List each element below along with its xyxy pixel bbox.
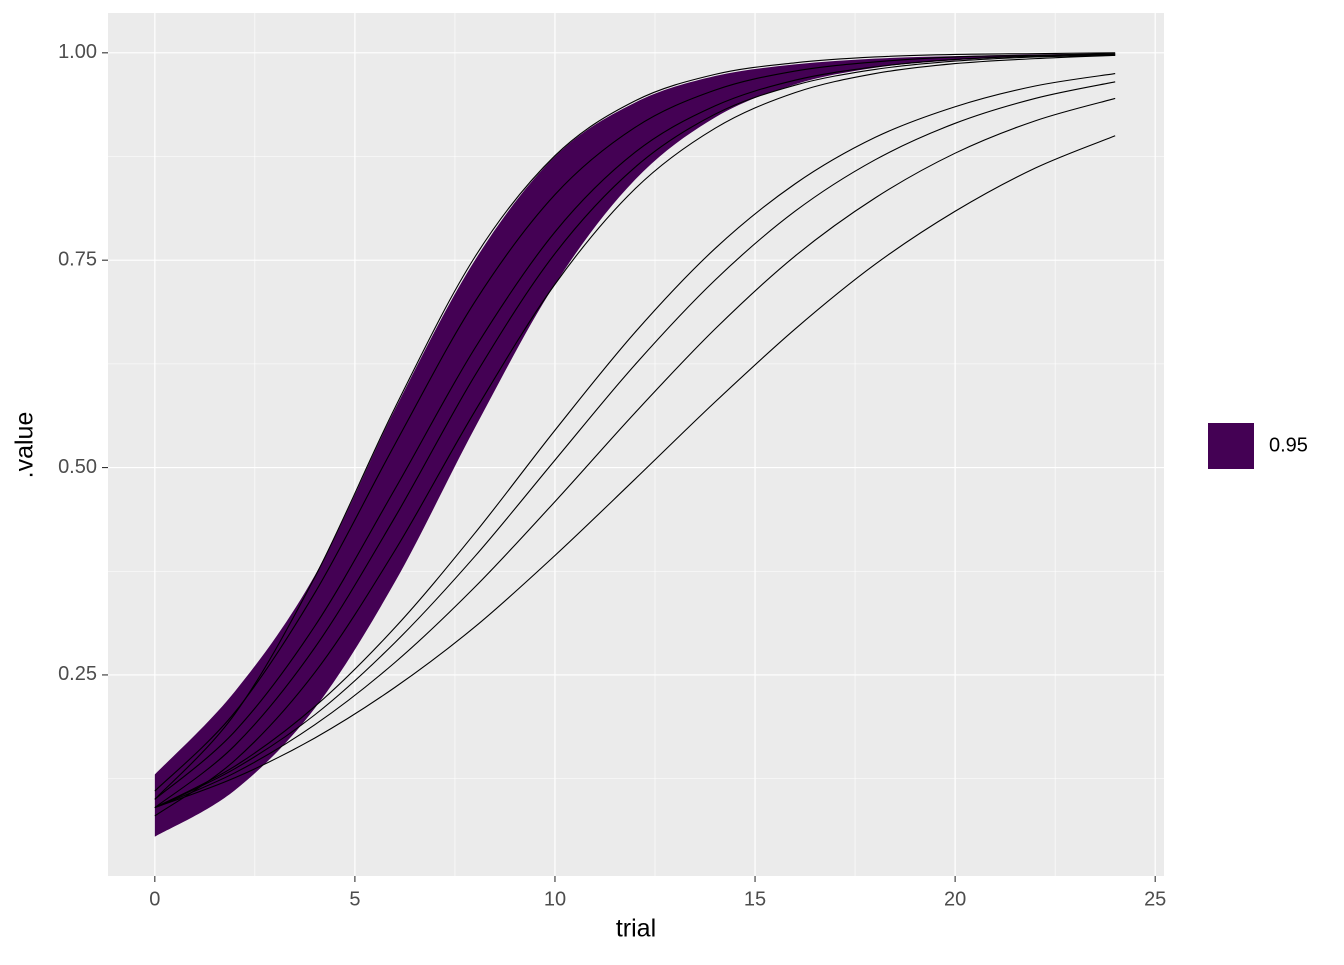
x-tick-label: 0 (149, 888, 160, 910)
x-tick-label: 25 (1144, 888, 1166, 910)
y-axis-title: .value (11, 412, 39, 479)
y-tick-label: 1.00 (58, 41, 97, 63)
x-tick-label: 5 (349, 888, 360, 910)
y-tick-label: 0.25 (58, 663, 97, 685)
x-tick-label: 10 (544, 888, 566, 910)
x-tick-label: 15 (744, 888, 766, 910)
x-axis-title: trial (616, 915, 656, 943)
y-tick-label: 0.75 (58, 248, 97, 270)
line (154, 73, 1116, 809)
line (154, 53, 1116, 792)
line (154, 54, 1116, 817)
x-tick-label: 20 (944, 888, 966, 910)
y-tick-label: 0.50 (58, 456, 97, 478)
line (154, 135, 1116, 809)
ribbon (154, 53, 1116, 837)
legend-key (1208, 423, 1254, 469)
line (154, 97, 1116, 809)
line (154, 53, 1116, 800)
legend-label: 0.95 (1269, 434, 1308, 456)
line (154, 52, 1116, 800)
line (154, 54, 1116, 809)
line (154, 81, 1116, 809)
